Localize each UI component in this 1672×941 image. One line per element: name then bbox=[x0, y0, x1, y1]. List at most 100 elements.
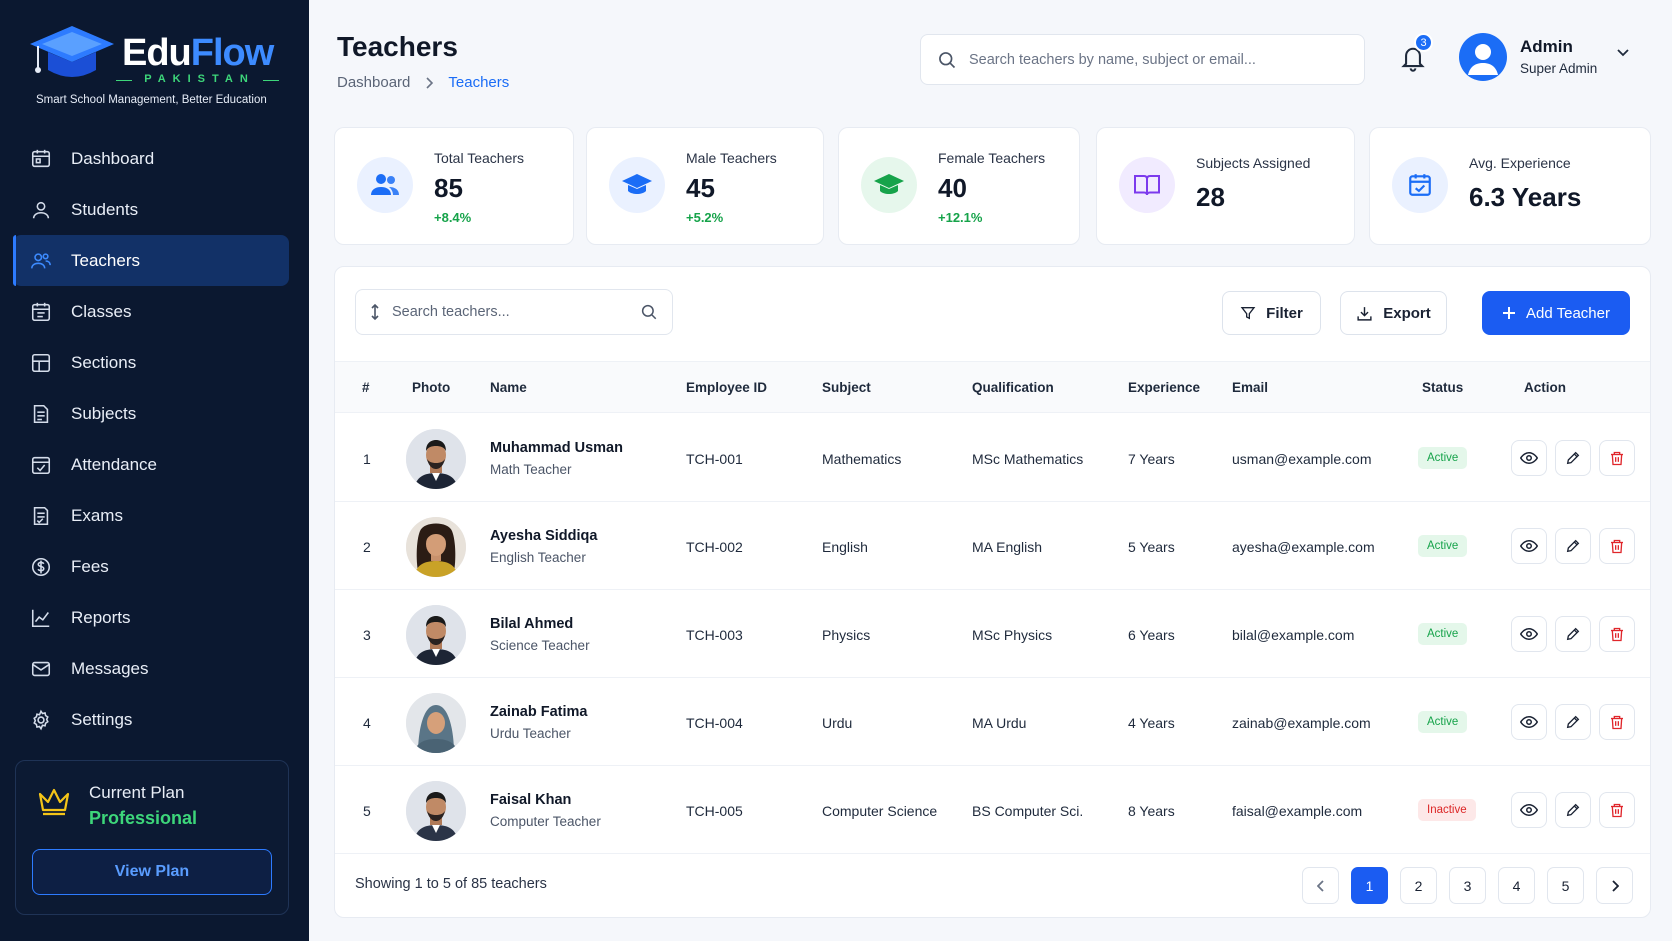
admin-avatar[interactable] bbox=[1459, 33, 1507, 81]
table-row: 2 Ayesha Siddiqa English Teacher TCH-002… bbox=[335, 502, 1650, 590]
previous-page-button[interactable] bbox=[1302, 867, 1339, 904]
employee-id: TCH-004 bbox=[686, 715, 743, 731]
search-icon bbox=[640, 303, 658, 321]
teacher-name[interactable]: Ayesha Siddiqa bbox=[490, 528, 598, 544]
brand-region: PAKISTAN bbox=[116, 73, 279, 85]
delete-button[interactable] bbox=[1599, 616, 1635, 652]
sidebar-item-attendance[interactable]: Attendance bbox=[13, 439, 289, 490]
breadcrumb-dashboard-link[interactable]: Dashboard bbox=[337, 74, 411, 91]
sidebar-item-label: Messages bbox=[71, 658, 149, 678]
teacher-role: Math Teacher bbox=[490, 462, 572, 477]
page-button-1[interactable]: 1 bbox=[1351, 867, 1388, 904]
bell-icon[interactable] bbox=[1399, 43, 1427, 73]
next-page-button[interactable] bbox=[1596, 867, 1633, 904]
email: zainab@example.com bbox=[1232, 715, 1371, 731]
trash-icon bbox=[1609, 450, 1625, 467]
brand-name-part1: Edu bbox=[122, 32, 192, 74]
teacher-name[interactable]: Zainab Fatima bbox=[490, 704, 588, 720]
page-button-5[interactable]: 5 bbox=[1547, 867, 1584, 904]
trash-icon bbox=[1609, 626, 1625, 643]
sidebar-item-fees[interactable]: Fees bbox=[13, 541, 289, 592]
sidebar-item-dashboard[interactable]: Dashboard bbox=[13, 133, 289, 184]
view-plan-button[interactable]: View Plan bbox=[32, 849, 272, 895]
mail-icon bbox=[30, 658, 52, 680]
chevron-down-icon[interactable] bbox=[1616, 48, 1630, 58]
delete-button[interactable] bbox=[1599, 704, 1635, 740]
teacher-name[interactable]: Faisal Khan bbox=[490, 792, 572, 808]
view-button[interactable] bbox=[1511, 792, 1547, 828]
sidebar-item-subjects[interactable]: Subjects bbox=[13, 388, 289, 439]
column-header-experience: Experience bbox=[1128, 380, 1201, 395]
chevron-right-icon bbox=[424, 76, 434, 89]
employee-id: TCH-003 bbox=[686, 627, 743, 643]
export-button[interactable]: Export bbox=[1340, 291, 1447, 335]
email: faisal@example.com bbox=[1232, 803, 1363, 819]
admin-role: Super Admin bbox=[1520, 61, 1598, 76]
sidebar-item-exams[interactable]: Exams bbox=[13, 490, 289, 541]
experience: 4 Years bbox=[1128, 715, 1175, 731]
delete-button[interactable] bbox=[1599, 528, 1635, 564]
sidebar-item-teachers[interactable]: Teachers bbox=[13, 235, 289, 286]
table-row: 3 Bilal Ahmed Science Teacher TCH-003 Ph… bbox=[335, 590, 1650, 678]
stat-change: +5.2% bbox=[686, 210, 724, 225]
view-button[interactable] bbox=[1511, 704, 1547, 740]
plan-title: Current Plan bbox=[89, 783, 185, 802]
sidebar-item-sections[interactable]: Sections bbox=[13, 337, 289, 388]
global-search-input[interactable]: Search teachers by name, subject or emai… bbox=[920, 34, 1365, 85]
pencil-icon bbox=[1565, 450, 1581, 466]
page-button-4[interactable]: 4 bbox=[1498, 867, 1535, 904]
sidebar-nav: Dashboard Students Teachers Classes Sect… bbox=[13, 133, 289, 745]
edit-button[interactable] bbox=[1555, 704, 1591, 740]
view-button[interactable] bbox=[1511, 528, 1547, 564]
edit-button[interactable] bbox=[1555, 616, 1591, 652]
page-button-3[interactable]: 3 bbox=[1449, 867, 1486, 904]
sidebar-item-settings[interactable]: Settings bbox=[13, 694, 289, 745]
stat-label: Male Teachers bbox=[686, 150, 777, 166]
table-row: 5 Faisal Khan Computer Teacher TCH-005 C… bbox=[335, 766, 1650, 854]
view-button[interactable] bbox=[1511, 616, 1547, 652]
pencil-icon bbox=[1565, 538, 1581, 554]
download-icon bbox=[1356, 305, 1373, 322]
teacher-name[interactable]: Bilal Ahmed bbox=[490, 616, 574, 632]
brand-logo[interactable]: EduFlow PAKISTAN Smart School Management… bbox=[30, 26, 290, 106]
subject: Urdu bbox=[822, 715, 853, 731]
filter-button[interactable]: Filter bbox=[1222, 291, 1321, 335]
sidebar-item-reports[interactable]: Reports bbox=[13, 592, 289, 643]
stat-value: 45 bbox=[686, 173, 715, 203]
sidebar-item-label: Sections bbox=[71, 352, 137, 372]
employee-id: TCH-002 bbox=[686, 539, 743, 555]
edit-button[interactable] bbox=[1555, 528, 1591, 564]
column-header-photo: Photo bbox=[412, 380, 451, 395]
qualification: MSc Mathematics bbox=[972, 451, 1084, 467]
edit-button[interactable] bbox=[1555, 792, 1591, 828]
admin-name[interactable]: Admin bbox=[1520, 37, 1573, 56]
users-icon bbox=[357, 157, 413, 213]
sidebar-item-classes[interactable]: Classes bbox=[13, 286, 289, 337]
edit-button[interactable] bbox=[1555, 440, 1591, 476]
qualification: BS Computer Sci. bbox=[972, 803, 1084, 819]
table-search-input[interactable]: Search teachers... bbox=[355, 289, 673, 335]
teacher-role: English Teacher bbox=[490, 550, 586, 565]
exam-icon bbox=[30, 505, 52, 527]
teacher-avatar bbox=[406, 693, 466, 753]
teacher-name[interactable]: Muhammad Usman bbox=[490, 440, 623, 456]
gear-icon bbox=[30, 709, 52, 731]
stat-label: Total Teachers bbox=[434, 150, 525, 166]
column-header-qualification: Qualification bbox=[972, 380, 1054, 395]
status-badge: Active bbox=[1418, 447, 1468, 469]
delete-button[interactable] bbox=[1599, 440, 1635, 476]
graduation-cap-icon bbox=[609, 157, 665, 213]
plan-name: Professional bbox=[89, 808, 198, 828]
sidebar-item-messages[interactable]: Messages bbox=[13, 643, 289, 694]
teacher-role: Computer Teacher bbox=[490, 814, 601, 829]
stat-value: 85 bbox=[434, 173, 463, 203]
sidebar-item-students[interactable]: Students bbox=[13, 184, 289, 235]
add-teacher-button[interactable]: Add Teacher bbox=[1482, 291, 1630, 335]
view-button[interactable] bbox=[1511, 440, 1547, 476]
page-button-2[interactable]: 2 bbox=[1400, 867, 1437, 904]
sidebar-item-label: Students bbox=[71, 199, 139, 219]
delete-button[interactable] bbox=[1599, 792, 1635, 828]
stat-value: 28 bbox=[1196, 182, 1225, 212]
stat-card-total-teachers: Total Teachers 85 +8.4% bbox=[334, 127, 574, 245]
chart-icon bbox=[30, 607, 52, 629]
